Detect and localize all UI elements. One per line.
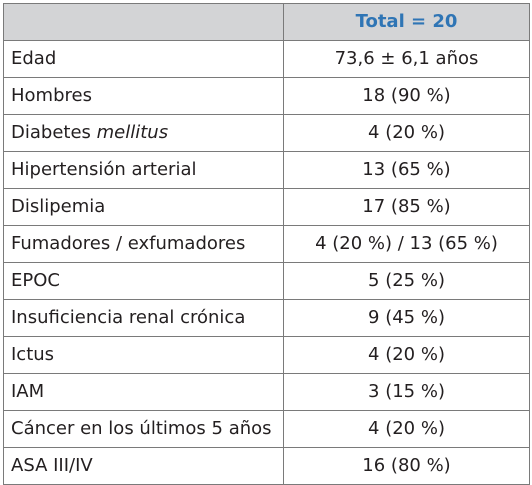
table-body: Edad 73,6 ± 6,1 años Hombres 18 (90 %) Diabe… (3, 40, 530, 485)
header-label-cell (3, 3, 284, 41)
row-label: Edad (11, 48, 57, 69)
row-label: Ictus (11, 344, 55, 365)
row-label: Diabetes (11, 122, 97, 143)
row-label-cell: Edad (3, 40, 284, 78)
row-label: ASA III/IV (11, 455, 93, 476)
table-row: Cáncer en los últimos 5 años 4 (20 %) (3, 410, 530, 448)
row-value-cell: 4 (20 %) / 13 (65 %) (283, 225, 530, 263)
table-row: IAM 3 (15 %) (3, 373, 530, 411)
row-label-cell: Dislipemia (3, 188, 284, 226)
table-row: ASA III/IV 16 (80 %) (3, 447, 530, 485)
table-row: Dislipemia 17 (85 %) (3, 188, 530, 226)
table-row: Diabetes mellitus 4 (20 %) (3, 114, 530, 152)
patient-characteristics-table: Total = 20 Edad 73,6 ± 6,1 años Hombres 18 … (3, 3, 530, 485)
row-label-cell: EPOC (3, 262, 284, 300)
row-label-cell: IAM (3, 373, 284, 411)
row-value-cell: 17 (85 %) (283, 188, 530, 226)
row-value-cell: 5 (25 %) (283, 262, 530, 300)
row-label: Fumadores / exfumadores (11, 233, 246, 254)
row-label-cell: Fumadores / exfumadores (3, 225, 284, 263)
row-label: Cáncer en los últimos 5 años (11, 418, 272, 439)
row-label-cell: Hipertensión arterial (3, 151, 284, 189)
table-row: Fumadores / exfumadores 4 (20 %) / 13 (65… (3, 225, 530, 263)
row-label: Hipertensión arterial (11, 159, 197, 180)
header-total-cell: Total = 20 (283, 3, 530, 41)
row-label: Dislipemia (11, 196, 106, 217)
row-label-cell: ASA III/IV (3, 447, 284, 485)
row-label: Insuficiencia renal crónica (11, 307, 246, 328)
row-value-cell: 4 (20 %) (283, 336, 530, 374)
row-label: IAM (11, 381, 45, 402)
row-label-cell: Insuficiencia renal crónica (3, 299, 284, 337)
table-row: Ictus 4 (20 %) (3, 336, 530, 374)
row-label: Hombres (11, 85, 92, 106)
table-row: EPOC 5 (25 %) (3, 262, 530, 300)
row-label-cell: Ictus (3, 336, 284, 374)
row-label-italic: mellitus (96, 122, 169, 143)
row-value-cell: 13 (65 %) (283, 151, 530, 189)
row-value-cell: 4 (20 %) (283, 114, 530, 152)
table-row: Edad 73,6 ± 6,1 años (3, 40, 530, 78)
row-value-cell: 4 (20 %) (283, 410, 530, 448)
row-label-cell: Cáncer en los últimos 5 años (3, 410, 284, 448)
row-label-cell: Hombres (3, 77, 284, 115)
row-value-cell: 16 (80 %) (283, 447, 530, 485)
row-label: EPOC (11, 270, 60, 291)
table-header-row: Total = 20 (3, 3, 530, 41)
row-value-cell: 18 (90 %) (283, 77, 530, 115)
row-value-cell: 73,6 ± 6,1 años (283, 40, 530, 78)
row-label-cell: Diabetes mellitus (3, 114, 284, 152)
table-row: Insuficiencia renal crónica 9 (45 %) (3, 299, 530, 337)
table-row: Hipertensión arterial 13 (65 %) (3, 151, 530, 189)
row-value-cell: 3 (15 %) (283, 373, 530, 411)
row-value-cell: 9 (45 %) (283, 299, 530, 337)
table-row: Hombres 18 (90 %) (3, 77, 530, 115)
